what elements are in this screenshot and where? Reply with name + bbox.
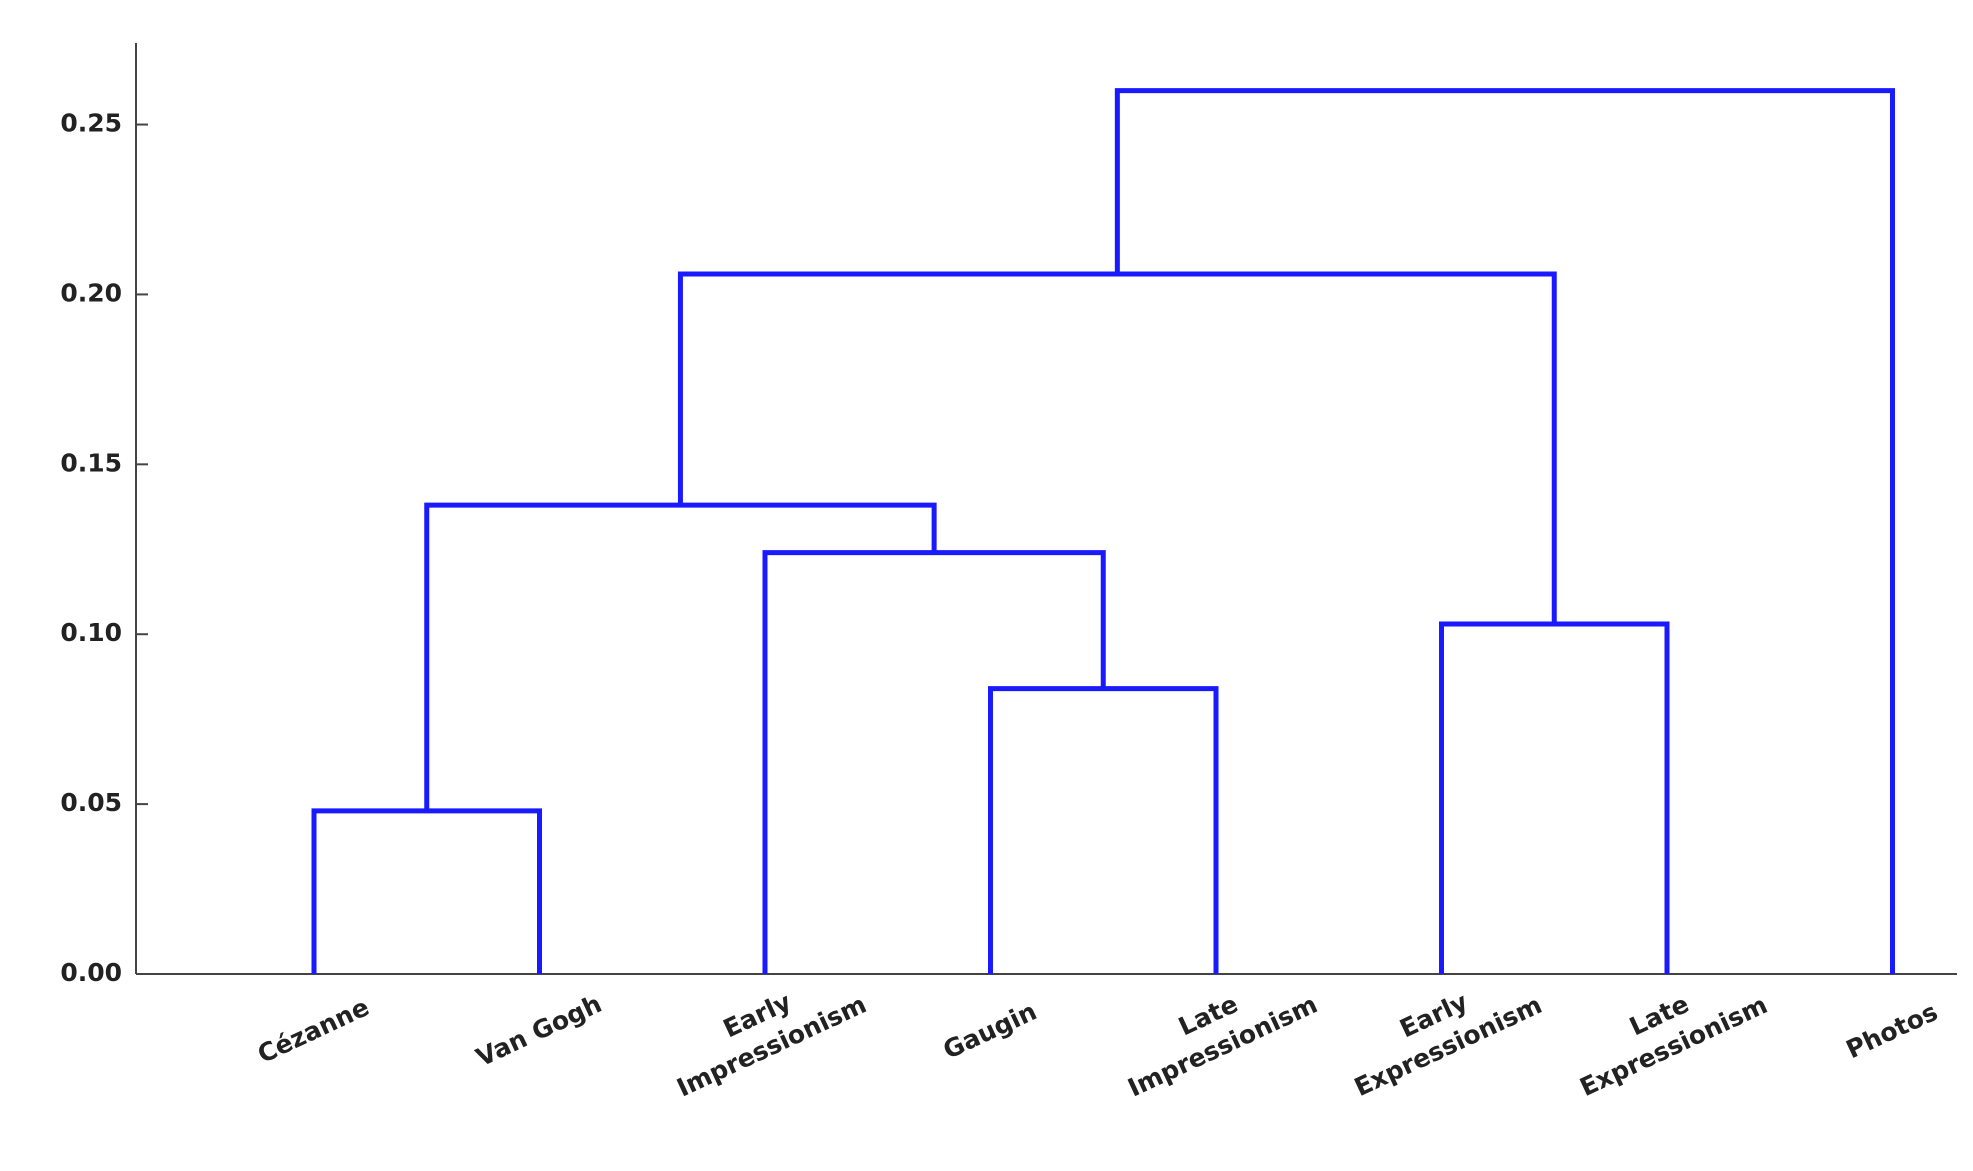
leaf-label: Van Gogh <box>472 989 606 1072</box>
y-tick-label: 0.15 <box>60 448 122 477</box>
y-tick-label: 0.25 <box>60 109 122 138</box>
y-tick-label: 0.10 <box>60 618 122 647</box>
dendrogram-link <box>988 686 1219 974</box>
leaf-label: Gaugin <box>939 996 1041 1064</box>
leaf-label-line: Photos <box>1842 997 1942 1064</box>
leaf-label: Cézanne <box>253 992 373 1069</box>
leaf-label-line: Cézanne <box>253 992 373 1069</box>
leaf-label-line: Gaugin <box>939 996 1041 1064</box>
y-tick-label: 0.05 <box>60 788 122 817</box>
y-tick-label: 0.00 <box>60 958 122 987</box>
leaf-label-line: Van Gogh <box>472 989 606 1072</box>
dendrogram-link <box>677 271 1557 625</box>
dendrogram-link <box>1439 621 1670 974</box>
y-tick-label: 0.20 <box>60 278 122 307</box>
dendrogram-link <box>1114 88 1895 974</box>
dendrogram-link <box>762 550 1106 974</box>
leaf-label: Photos <box>1842 997 1942 1064</box>
dendrogram-link <box>311 808 542 974</box>
